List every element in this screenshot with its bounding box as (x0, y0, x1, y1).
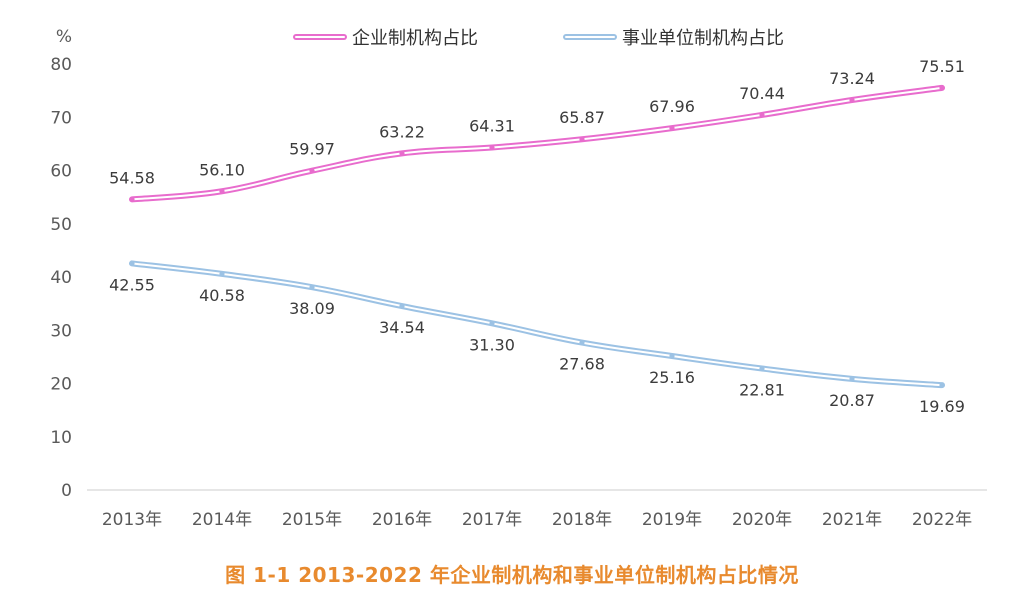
data-label: 40.58 (199, 286, 245, 305)
data-point (489, 320, 495, 326)
y-tick-label: 0 (61, 481, 72, 501)
data-point (399, 150, 405, 156)
y-tick-label: 40 (50, 268, 72, 288)
data-label: 59.97 (289, 140, 335, 159)
y-tick-label: 80 (50, 55, 72, 75)
figure-caption: 图 1-1 2013-2022 年企业制机构和事业单位制机构占比情况 (225, 563, 799, 587)
data-point (309, 284, 315, 290)
y-tick-label: 50 (50, 215, 72, 235)
data-point (309, 168, 315, 174)
x-tick-label: 2016年 (372, 510, 432, 530)
y-unit-label: % (56, 27, 72, 47)
y-tick-label: 60 (50, 162, 72, 182)
legend-item: 企业制机构占比 (293, 28, 478, 49)
x-tick-label: 2019年 (642, 510, 702, 530)
data-point (939, 85, 945, 91)
y-tick-label: 30 (50, 321, 72, 341)
data-label: 56.10 (199, 160, 245, 179)
data-point (759, 365, 765, 372)
data-point (219, 188, 225, 194)
data-point (579, 340, 585, 346)
data-point (849, 97, 855, 103)
data-point (669, 353, 675, 359)
data-label: 65.87 (559, 108, 605, 127)
y-tick-label: 20 (50, 375, 72, 395)
y-tick-label: 70 (50, 108, 72, 128)
data-point (759, 112, 765, 118)
data-label: 27.68 (559, 355, 605, 374)
data-label: 38.09 (289, 299, 335, 318)
data-label: 73.24 (829, 69, 875, 88)
x-tick-label: 2022年 (912, 510, 972, 530)
data-label: 31.30 (469, 335, 515, 354)
x-tick-label: 2015年 (282, 510, 342, 530)
data-point (579, 136, 585, 142)
data-label: 22.81 (739, 381, 785, 400)
series-institution (129, 260, 945, 389)
data-point (489, 144, 495, 151)
data-point (669, 125, 675, 131)
data-label: 75.51 (919, 57, 965, 76)
series-line-outer (129, 260, 945, 389)
x-tick-label: 2017年 (462, 510, 522, 530)
x-tick-label: 2021年 (822, 510, 882, 530)
legend: 企业制机构占比 事业单位制机构占比 (293, 28, 784, 49)
series-lines (129, 84, 945, 389)
data-point (849, 376, 855, 382)
data-label: 19.69 (919, 397, 965, 416)
legend-label: 事业单位制机构占比 (622, 28, 784, 49)
data-label: 34.54 (379, 318, 425, 337)
data-point (129, 260, 135, 267)
y-tick-label: 10 (50, 428, 72, 448)
data-label: 64.31 (469, 117, 515, 136)
data-label: 67.96 (649, 97, 695, 116)
data-point (219, 271, 225, 277)
line-chart: 0 10 20 30 40 50 60 70 80% 2013年 2014年 2015年 2016年 20… (50, 27, 987, 530)
series-line-inner (131, 262, 943, 387)
data-label: 25.16 (649, 368, 695, 387)
data-labels: 54.58 56.10 59.97 63.22 64.31 65.87 67.96 70.44… (109, 57, 965, 416)
x-tick-label: 2013年 (102, 510, 162, 530)
x-tick-label: 2014年 (192, 510, 252, 530)
data-label: 42.55 (109, 275, 155, 294)
series-enterprise (129, 84, 945, 203)
series-line-inner (131, 86, 943, 201)
x-tick-label: 2018年 (552, 510, 612, 530)
x-tick-label: 2020年 (732, 510, 792, 530)
axes: 0 10 20 30 40 50 60 70 80% 2013年 2014年 2015年 2016年 20… (50, 27, 987, 530)
data-point (399, 303, 405, 309)
data-label: 70.44 (739, 84, 785, 103)
data-point (939, 382, 945, 388)
data-label: 20.87 (829, 391, 875, 410)
legend-item: 事业单位制机构占比 (563, 28, 784, 49)
data-point (129, 196, 135, 202)
data-label: 63.22 (379, 122, 425, 141)
legend-label: 企业制机构占比 (352, 28, 478, 49)
data-label: 54.58 (109, 168, 155, 187)
